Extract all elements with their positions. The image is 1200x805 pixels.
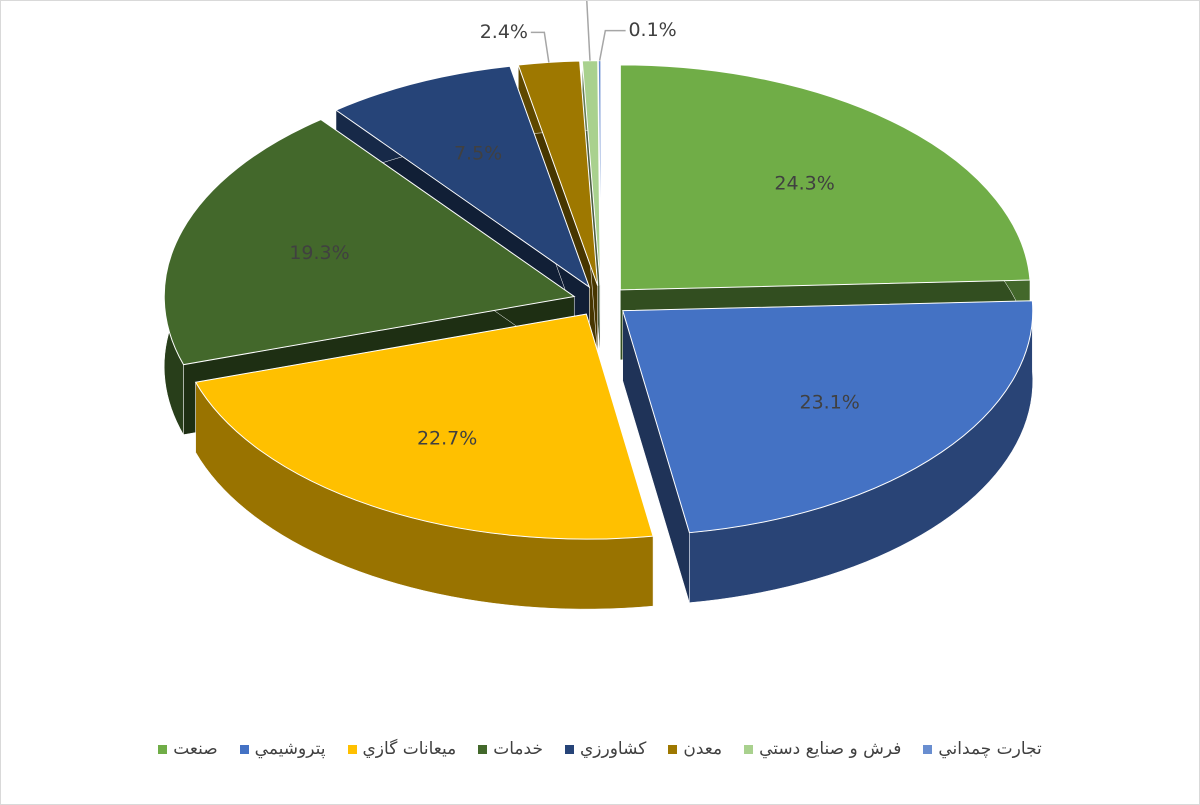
- data-label: 2.4%: [480, 21, 528, 43]
- slice: [334, 65, 591, 289]
- legend-item: صنعت: [158, 739, 218, 759]
- slice: [619, 64, 1031, 291]
- legend-swatch: [923, 744, 933, 754]
- slice: [163, 118, 576, 366]
- data-label: 0.1%: [628, 19, 676, 41]
- legend-label: معدن: [683, 739, 723, 759]
- legend-item: فرش و صنايع دستي: [744, 739, 901, 759]
- legend-swatch: [478, 744, 488, 754]
- data-label: 19.3%: [289, 242, 349, 264]
- slice: [194, 313, 654, 540]
- legend-item: خدمات: [478, 739, 543, 759]
- legend-item: پتروشيمي: [239, 739, 326, 759]
- data-label: 7.5%: [454, 143, 502, 165]
- legend-item: تجارت چمداني: [923, 739, 1042, 759]
- pie-area: 24.3%23.1%22.7%19.3%7.5%2.4%0.6%0.1%: [163, 1, 1034, 610]
- leader-line: [530, 31, 550, 63]
- data-label: 23.1%: [799, 391, 859, 413]
- legend-swatch: [668, 744, 678, 754]
- legend-label: ميعانات گازي: [362, 739, 457, 759]
- legend-swatch: [744, 744, 754, 754]
- legend-label: كشاورزي: [579, 739, 647, 759]
- legend-label: صنعت: [173, 739, 218, 759]
- legend-swatch: [158, 744, 168, 754]
- legend: صنعت پتروشيمي ميعانات گازي خدمات كشاورزي معدن…: [1, 739, 1199, 759]
- data-label: 24.3%: [774, 173, 834, 195]
- legend-label: فرش و صنايع دستي: [759, 739, 902, 759]
- leader-line: [586, 1, 591, 61]
- legend-item: معدن: [668, 739, 722, 759]
- data-label: 22.7%: [417, 427, 477, 449]
- legend-label: پتروشيمي: [254, 739, 326, 759]
- legend-swatch: [239, 744, 249, 754]
- slice: [622, 300, 1034, 534]
- legend-label: تجارت چمداني: [938, 739, 1042, 759]
- leader-line: [598, 29, 626, 61]
- legend-swatch: [564, 744, 574, 754]
- legend-swatch: [347, 744, 357, 754]
- legend-item: ميعانات گازي: [347, 739, 457, 759]
- legend-label: خدمات: [493, 739, 543, 759]
- legend-item: كشاورزي: [564, 739, 647, 759]
